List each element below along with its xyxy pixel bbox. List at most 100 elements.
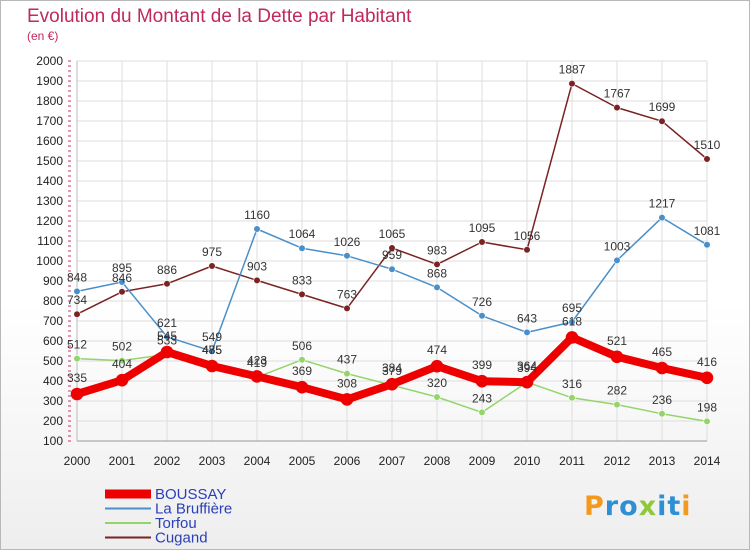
- data-label: 364: [517, 359, 537, 373]
- data-label: 335: [67, 371, 87, 385]
- x-tick-label: 2007: [379, 454, 406, 468]
- x-tick-label: 2011: [559, 454, 585, 468]
- data-label: 1056: [514, 229, 541, 243]
- data-point: [565, 331, 579, 344]
- x-tick-label: 2013: [649, 454, 676, 468]
- data-label: 198: [697, 400, 717, 414]
- data-label: 734: [67, 293, 87, 307]
- data-label: 1217: [649, 197, 676, 211]
- data-point: [700, 371, 714, 385]
- data-label: 1065: [379, 227, 406, 241]
- grid-lines: [76, 60, 708, 442]
- data-label: 1026: [334, 235, 361, 249]
- data-label: 763: [337, 287, 357, 301]
- data-point: [253, 276, 261, 285]
- data-point: [343, 252, 351, 260]
- y-tick-label: 1800: [36, 94, 63, 108]
- x-tick-label: 2010: [514, 454, 541, 468]
- data-point: [703, 155, 711, 163]
- proxiti-logo: Proxiti: [584, 491, 692, 522]
- data-point: [73, 310, 81, 318]
- data-label: 868: [427, 266, 447, 280]
- x-tick-label: 2000: [64, 454, 91, 468]
- data-label: 1064: [289, 227, 316, 241]
- data-label: 983: [427, 243, 447, 257]
- data-point: [523, 328, 531, 337]
- data-label: 506: [292, 339, 312, 353]
- y-tick-label: 100: [43, 434, 63, 448]
- legend-label: La Bruffière: [155, 501, 232, 518]
- data-label: 886: [157, 263, 177, 277]
- data-label: 1887: [559, 63, 586, 77]
- data-label: 895: [112, 261, 132, 275]
- y-tick-label: 600: [43, 334, 63, 348]
- data-point: [298, 290, 306, 299]
- data-label: 384: [382, 361, 402, 375]
- data-point: [298, 244, 306, 252]
- data-label: 621: [157, 316, 177, 330]
- logo-letter: t: [667, 491, 682, 522]
- y-tick-label: 400: [43, 374, 63, 388]
- data-point: [388, 244, 396, 252]
- series-lines: [70, 79, 714, 426]
- data-label: 549: [202, 330, 222, 344]
- data-point: [610, 350, 624, 364]
- data-label: 379: [382, 364, 402, 378]
- data-label: 465: [652, 345, 672, 359]
- chart-subtitle: (en €): [27, 29, 59, 43]
- logo-letter: P: [584, 491, 605, 522]
- y-tick-label: 1200: [36, 214, 63, 228]
- data-label: 404: [112, 357, 132, 371]
- data-label: 1003: [604, 239, 631, 253]
- data-point: [385, 377, 399, 391]
- x-tick-label: 2001: [109, 454, 136, 468]
- data-point: [388, 265, 396, 273]
- logo-letter: i: [657, 491, 668, 522]
- y-tick-label: 1300: [36, 194, 63, 208]
- data-point: [118, 288, 126, 296]
- data-point: [163, 280, 171, 288]
- data-label: 369: [292, 364, 312, 378]
- data-label: 416: [697, 355, 717, 369]
- data-label: 474: [427, 343, 447, 357]
- data-point: [520, 375, 534, 389]
- data-label: 437: [337, 353, 357, 367]
- y-tick-label: 1900: [36, 74, 63, 88]
- data-point: [523, 246, 531, 254]
- data-point: [343, 370, 351, 378]
- data-label: 903: [247, 259, 267, 273]
- data-point: [703, 241, 711, 249]
- y-tick-label: 700: [43, 314, 63, 328]
- data-point: [430, 359, 444, 373]
- logo-letter: o: [619, 491, 639, 522]
- data-point: [73, 287, 81, 296]
- y-tick-label: 900: [43, 274, 63, 288]
- data-point: [208, 262, 216, 270]
- data-label: 959: [382, 248, 402, 262]
- y-tick-label: 2000: [36, 54, 63, 68]
- x-tick-label: 2008: [424, 454, 451, 468]
- y-tick-label: 300: [43, 394, 63, 408]
- data-point: [613, 103, 621, 112]
- data-label: 1510: [694, 138, 721, 152]
- data-label: 521: [607, 334, 627, 348]
- x-tick-label: 2005: [289, 454, 316, 468]
- data-label: 1767: [604, 87, 631, 101]
- data-label: 726: [472, 295, 492, 309]
- y-tick-label: 200: [43, 414, 63, 428]
- data-label: 419: [247, 356, 267, 370]
- data-point: [568, 394, 576, 402]
- data-point: [253, 225, 261, 233]
- data-label: 320: [427, 376, 447, 390]
- data-point: [658, 410, 666, 418]
- data-label: 316: [562, 377, 582, 391]
- x-tick-label: 2006: [334, 454, 361, 468]
- data-point: [208, 347, 216, 355]
- data-label: 846: [112, 271, 132, 285]
- data-label: 1081: [694, 224, 721, 238]
- data-point: [340, 393, 354, 406]
- data-point: [118, 278, 126, 286]
- data-point: [658, 214, 666, 222]
